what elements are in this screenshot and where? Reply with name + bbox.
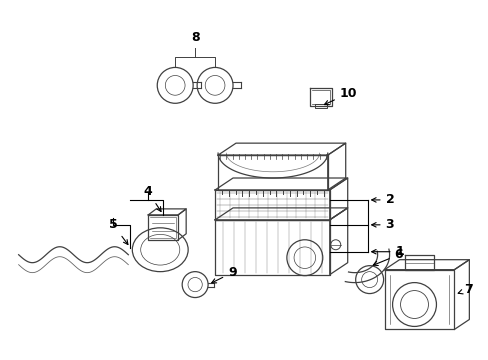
Text: 4: 4 (143, 185, 161, 211)
Text: 9: 9 (211, 266, 236, 283)
Text: 8: 8 (190, 31, 199, 44)
Text: 2: 2 (371, 193, 393, 206)
Text: 10: 10 (324, 87, 357, 105)
Text: 3: 3 (371, 218, 393, 231)
Text: 1: 1 (371, 245, 404, 258)
Text: 5: 5 (109, 218, 128, 244)
Text: 7: 7 (457, 283, 472, 296)
Text: 6: 6 (373, 248, 403, 266)
